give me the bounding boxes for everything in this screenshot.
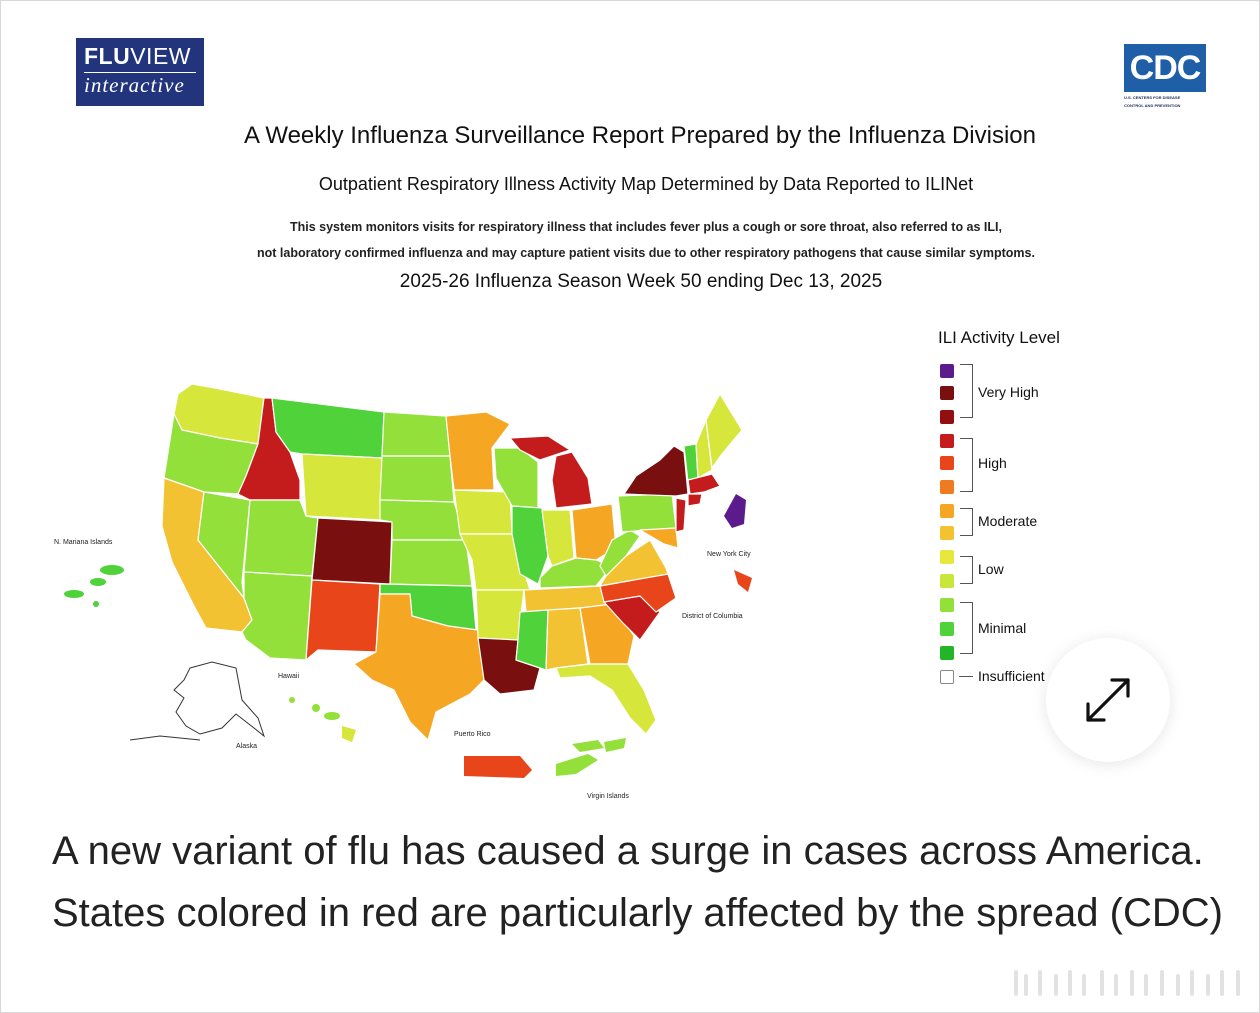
virgin-islands [556,738,626,776]
legend: ILI Activity Level Very High High Modera… [938,328,1098,684]
legend-swatch [940,504,954,518]
state-pennsylvania [617,493,677,533]
legend-swatch [940,526,954,540]
state-arkansas [475,589,525,641]
virgin-island-3 [604,738,626,752]
legend-swatch [940,456,954,470]
state-massachusetts [687,473,721,495]
state-minnesota [445,411,511,491]
fluview-logo-bold: FLU [84,43,131,69]
state-wyoming [301,453,383,521]
report-note-line-1: This system monitors visits for respirat… [289,220,1002,234]
state-mississippi [515,609,549,671]
state-michigan-upper [509,435,571,461]
state-illinois [511,505,549,585]
cdc-logo: CDC U.S. CENTERS FOR DISEASE CONTROL AND… [1124,44,1210,108]
season-label: 2025-26 Influenza Season Week 50 ending … [399,271,883,292]
label-nyc: New York City [707,551,751,558]
hawaii-island-4 [342,726,356,742]
legend-swatch-insufficient [940,670,954,684]
state-maine [705,393,743,469]
hawaii-islands [289,697,356,742]
state-arizona [241,571,313,661]
nyc-marker [724,494,746,528]
bracket-very-high [960,364,973,418]
state-iowa [453,489,513,535]
post-caption: A new variant of flu has caused a surge … [52,829,1223,935]
alaska-outline [129,661,266,741]
state-kansas [389,539,473,587]
state-connecticut [687,493,703,507]
legend-title: ILI Activity Level [938,328,1060,347]
legend-swatch [940,434,954,448]
mariana-islands [64,565,124,607]
bracket-high [960,438,973,492]
legend-label-high: High [978,455,1007,471]
label-puerto-rico: Puerto Rico [454,731,491,738]
fluview-logo-sub: interactive [84,72,196,96]
legend-swatch [940,622,954,636]
legend-label-moderate: Moderate [978,513,1038,529]
state-new-mexico [305,579,381,661]
state-south-dakota [379,455,455,503]
puerto-rico [464,756,532,778]
hawaii-island-1 [289,697,295,703]
mariana-island-1 [100,565,124,575]
state-michigan-lower [551,451,593,509]
label-mariana: N. Mariana Islands [54,539,113,546]
legend-swatch [940,598,954,612]
watermark-stripes [1014,970,1240,996]
report-subtitle: Outpatient Respiratory Illness Activity … [318,174,974,194]
legend-swatch [940,574,954,588]
cdc-logo-mark: CDC [1124,44,1206,92]
us-ili-activity-map: N. Mariana Islands New York City Distric… [54,383,752,800]
fluview-logo: FLUVIEW interactive [76,38,204,106]
state-nebraska [379,499,467,541]
mariana-island-2 [90,578,106,586]
hawaii-island-3 [324,712,340,720]
fluview-logo-light: VIEW [130,43,191,69]
virgin-island-1 [556,754,598,776]
legend-swatch [940,480,954,494]
legend-swatch [940,550,954,564]
state-montana [271,397,385,459]
state-new-york [623,445,689,497]
label-hawaii: Hawaii [278,673,299,680]
legend-insufficient-line [959,676,973,677]
mariana-island-4 [93,601,99,607]
label-dc: District of Columbia [682,613,743,620]
state-north-dakota [381,411,451,457]
report-note: This system monitors visits for respirat… [0,214,1260,266]
state-colorado [311,517,393,585]
virgin-island-2 [572,740,604,752]
state-new-jersey [675,497,687,533]
dc-marker [734,570,752,592]
legend-label-low: Low [978,561,1004,577]
bracket-minimal [960,602,973,654]
label-alaska: Alaska [236,743,257,750]
bracket-low [960,556,973,584]
bracket-moderate [960,508,973,536]
cdc-logo-sub-2: CONTROL AND PREVENTION [1124,103,1181,108]
legend-label-very-high: Very High [978,384,1039,400]
legend-swatch [940,646,954,660]
hawaii-island-2 [312,704,320,712]
expand-icon [1086,678,1130,722]
state-texas [353,593,485,741]
label-virgin-islands: Virgin Islands [587,793,629,800]
legend-swatch [940,410,954,424]
cdc-logo-sub-1: U.S. CENTERS FOR DISEASE [1124,95,1181,100]
report-title: A Weekly Influenza Surveillance Report P… [244,122,1036,149]
mariana-island-3 [64,590,84,598]
state-florida [555,663,657,735]
state-maryland [639,527,679,549]
state-nevada [197,491,251,599]
legend-swatch [940,364,954,378]
state-new-hampshire [695,419,713,479]
report-note-line-2: not laboratory confirmed influenza and m… [257,246,1035,260]
legend-label-minimal: Minimal [978,620,1027,636]
legend-label-insufficient: Insufficient [978,668,1045,684]
expand-image-button[interactable] [1046,638,1170,762]
legend-swatch [940,386,954,400]
